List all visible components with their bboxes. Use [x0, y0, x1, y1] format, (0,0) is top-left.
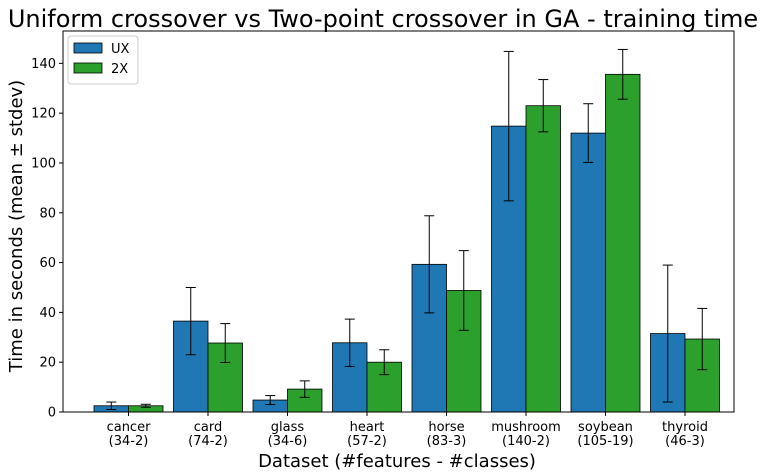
x-tick-label-detail: (34-6): [268, 434, 308, 449]
error-bar-2x-thyroid: [697, 307, 708, 371]
error-bar-ux-horse: [424, 215, 435, 314]
bar-ux-soybean: [570, 132, 606, 413]
y-tick-label: 60: [39, 256, 56, 271]
x-tick-label-name: soybean: [578, 420, 633, 435]
error-bar-ux-mushroom: [503, 50, 514, 202]
plot-frame: [62, 30, 735, 413]
legend: UX 2X: [67, 35, 139, 85]
chart-title: Uniform crossover vs Two-point crossover…: [8, 5, 758, 33]
plot-area: [93, 48, 720, 413]
bar-2x-mushroom: [525, 105, 561, 413]
error-bar-ux-glass: [265, 395, 276, 406]
y-tick-label: 120: [31, 107, 56, 122]
x-tick-label-name: heart: [350, 420, 385, 435]
error-bar-2x-horse: [458, 250, 469, 331]
x-tick-label-detail: (74-2): [188, 434, 228, 449]
x-tick-label-detail: (57-2): [347, 434, 387, 449]
y-tick-label: 140: [31, 57, 56, 72]
error-bar-ux-cancer: [106, 401, 117, 411]
error-bar-2x-heart: [379, 349, 390, 376]
error-bar-ux-card: [185, 286, 196, 356]
legend-swatch-ux: [73, 42, 103, 54]
x-tick-label-name: mushroom: [491, 420, 561, 435]
error-bar-ux-soybean: [583, 103, 594, 163]
error-bar-2x-glass: [299, 380, 310, 398]
y-tick-label: 80: [39, 206, 56, 221]
x-tick-label-detail: (105-19): [577, 434, 633, 449]
error-bar-ux-thyroid: [662, 264, 673, 403]
x-tick-label-name: glass: [271, 420, 305, 435]
y-axis-label: Time in seconds (mean ± stdev): [6, 80, 27, 373]
y-tick-label: 20: [39, 356, 56, 371]
x-tick-label-detail: (140-2): [502, 434, 550, 449]
x-axis-label: Dataset (#features - #classes): [258, 451, 536, 472]
y-axis: 0 20 40 60 80 100 120 140: [31, 57, 63, 421]
legend-swatch-2x: [73, 62, 103, 74]
legend-label-ux: UX: [111, 42, 130, 57]
error-bar-ux-heart: [344, 318, 355, 367]
x-tick-label-name: card: [194, 420, 222, 435]
x-tick-label-detail: (83-3): [427, 434, 467, 449]
x-axis: cancer(34-2) card(74-2) glass(34-6) heart(5…: [107, 412, 708, 449]
error-bar-2x-card: [220, 323, 231, 363]
x-tick-label-detail: (46-3): [665, 434, 705, 449]
bar-2x-soybean: [605, 73, 641, 413]
x-tick-label-name: cancer: [107, 420, 151, 435]
error-bar-2x-mushroom: [538, 79, 549, 133]
legend-label-2x: 2X: [111, 62, 128, 77]
x-tick-label-name: horse: [428, 420, 464, 435]
y-tick-label: 40: [39, 306, 56, 321]
error-bar-2x-cancer: [140, 403, 151, 408]
y-tick-label: 0: [48, 406, 56, 421]
x-tick-label-name: thyroid: [662, 420, 708, 435]
error-bar-2x-soybean: [617, 48, 628, 100]
y-tick-label: 100: [31, 156, 56, 171]
x-tick-label-detail: (34-2): [109, 434, 149, 449]
